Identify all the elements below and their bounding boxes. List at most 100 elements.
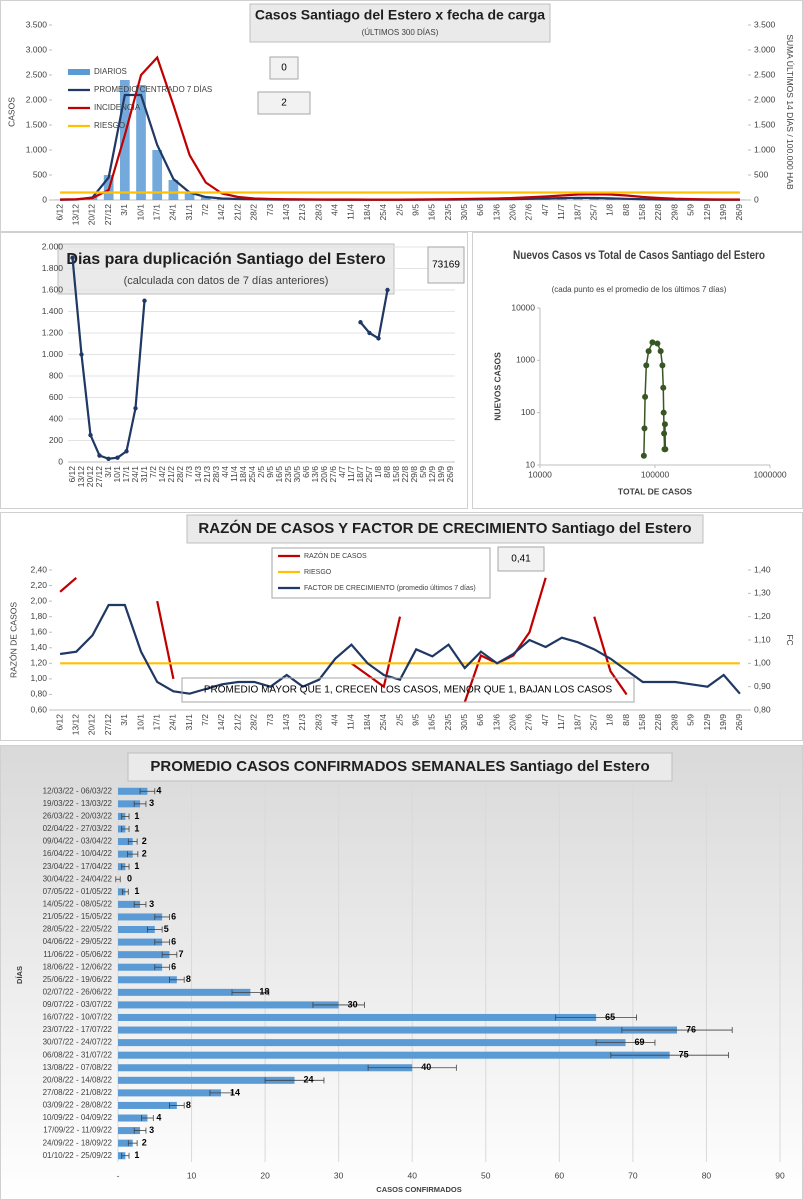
bar [118,913,163,921]
x-tick-label: - [117,1170,120,1180]
y-tick-label: 2,20 [30,580,47,590]
x-tick-label: 7/3 [265,204,275,216]
chart-title: Dias para duplicación Santiago del Ester… [66,251,385,268]
bar [118,1026,678,1034]
x-tick-label: 9/5 [410,714,420,726]
x-tick-label: 26/9 [734,204,744,221]
x-tick-label: 100000 [641,469,670,479]
y-tick-label: 24/09/22 - 18/09/22 [43,1138,113,1147]
x-tick-label: 30/5 [459,204,469,221]
point [142,298,147,303]
data-label: 2 [142,836,147,846]
data-label: 1 [134,861,139,871]
bar [118,976,177,984]
x-tick-label: 3/1 [119,204,129,216]
x-tick-label: 7/2 [148,466,158,478]
x-tick-label: 3/1 [119,714,129,726]
x-axis-label: CASOS CONFIRMADOS [376,1185,461,1194]
bar [168,180,179,200]
bar [118,838,133,846]
y-tick-label: 0,60 [30,704,47,714]
x-tick-label: 18/7 [572,714,582,731]
point [97,453,102,458]
y-tick-label: 11/06/22 - 05/06/22 [43,950,112,959]
chart-title: Nuevos Casos vs Total de Casos Santiago … [513,248,765,262]
data-label: 1 [134,811,139,821]
bar [118,888,126,896]
bar [136,85,146,200]
line [350,616,402,689]
y-tick-label: 21/05/22 - 15/05/22 [43,912,113,921]
y-tick-label: 500 [33,169,47,179]
point [124,449,129,454]
y-tick-label: 3.500 [26,19,48,29]
legend-label: RAZÓN DE CASOS [304,551,367,560]
legend-label: RIESGO [94,121,125,130]
x-tick-label: 4/4 [330,204,340,216]
y-tick-label: 800 [49,370,63,380]
point [661,430,668,437]
x-tick-label: 27/12 [103,204,113,226]
y-tick-label: 1000 [516,355,535,365]
data-label: 8 [186,974,191,984]
annotation: PROMEDIO MAYOR QUE 1, CRECEN LOS CASOS, … [204,685,613,696]
point [649,339,656,346]
annotation: 0,41 [511,554,531,565]
y2-tick-label: 3.000 [754,44,776,54]
y-tick-label: 18/06/22 - 12/06/22 [43,962,113,971]
x-tick-label: 4/7 [540,204,550,216]
x-tick-label: 25/7 [588,204,598,221]
x-tick-label: 20/12 [87,204,97,226]
x-tick-label: 12/9 [702,204,712,221]
point [79,352,84,357]
x-tick-label: 27/6 [328,466,338,483]
y-tick-label: 23/04/22 - 17/04/22 [43,862,113,871]
data-label: 6 [171,936,176,946]
x-tick-label: 28/3 [313,204,323,221]
data-label: 76 [686,1024,696,1034]
y2-tick-label: 1,10 [754,634,771,644]
x-tick-label: 7/2 [200,714,210,726]
bar [184,192,195,200]
x-tick-label: 14/3 [193,466,203,483]
x-tick-label: 30/5 [459,714,469,731]
data-label: 40 [421,1062,431,1072]
x-tick-label: 27/6 [524,714,534,731]
bar [118,1013,597,1022]
bar [118,787,148,795]
x-tick-label: 11/4 [229,466,239,482]
x-tick-label: 16/5 [274,466,284,483]
y-tick-label: 20/08/22 - 14/08/22 [43,1075,113,1084]
point [659,362,666,369]
x-tick-label: 15/8 [637,714,647,731]
x-tick-label: 25/4 [378,204,388,221]
x-tick-label: 20/6 [508,714,518,731]
y-tick-label: 09/07/22 - 03/07/22 [43,1000,113,1009]
x-tick-label: 25/7 [364,466,374,483]
data-label: 4 [156,1112,161,1122]
x-tick-label: 14/3 [281,204,291,221]
point [660,384,667,391]
x-tick-label: 20/6 [508,204,518,221]
annotation-box [257,91,311,115]
y-tick-label: 09/04/22 - 03/04/22 [43,837,113,846]
y-tick-label: 25/06/22 - 19/06/22 [43,975,113,984]
y-tick-label: 27/08/22 - 21/08/22 [43,1088,113,1097]
x-tick-label: 90 [775,1170,785,1180]
chart-subtitle: (calculada con datos de 7 días anteriore… [124,275,329,287]
x-tick-label: 6/6 [301,466,311,478]
annotation-box [497,546,545,572]
y-tick-label: 19/03/22 - 13/03/22 [43,799,113,808]
x-tick-label: 14/2 [216,714,226,731]
point [654,340,661,347]
bar [118,1101,177,1109]
point [660,409,667,416]
x-tick-label: 10/1 [135,714,145,731]
x-tick-label: 19/9 [436,466,446,483]
x-tick-label: 19/9 [718,204,728,221]
chart-title: Casos Santiago del Estero x fecha de car… [255,7,545,23]
data-label: 2 [142,848,147,858]
x-tick-label: 21/3 [297,204,307,221]
x-tick-label: 60 [555,1170,565,1180]
